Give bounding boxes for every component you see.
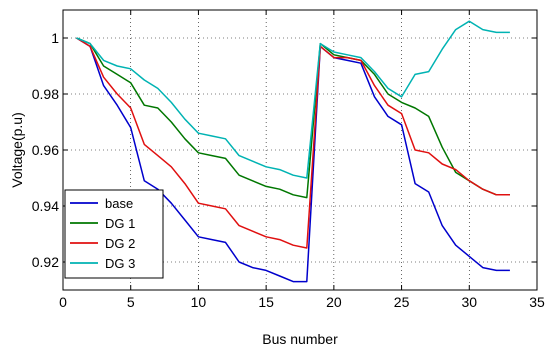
series-line-base xyxy=(76,37,510,283)
y-tick-label: 0.98 xyxy=(32,86,59,102)
y-tick-label: 0.94 xyxy=(32,198,59,214)
legend-label: base xyxy=(105,196,133,211)
legend-label: DG 3 xyxy=(105,256,135,271)
x-tick-label: 10 xyxy=(191,294,207,310)
x-tick-label: 0 xyxy=(59,294,67,310)
y-axis-title: Voltage(p.u) xyxy=(9,112,25,188)
legend-label: DG 1 xyxy=(105,216,135,231)
series-line-dg-1 xyxy=(76,37,510,199)
series-line-dg-2 xyxy=(76,37,510,249)
x-tick-label: 5 xyxy=(127,294,135,310)
x-axis-ticks: 0 5 10 15 20 25 30 35 xyxy=(59,10,545,310)
y-axis-ticks: 0.92 0.94 0.96 0.98 1 xyxy=(32,30,537,270)
x-tick-label: 30 xyxy=(461,294,477,310)
series-layer xyxy=(76,20,510,283)
legend-label: DG 2 xyxy=(105,236,135,251)
x-tick-label: 20 xyxy=(326,294,342,310)
x-tick-label: 35 xyxy=(529,294,545,310)
y-tick-label: 0.96 xyxy=(32,142,59,158)
x-tick-label: 25 xyxy=(394,294,410,310)
x-axis-title: Bus number xyxy=(262,331,338,347)
legend: base DG 1 DG 2 DG 3 xyxy=(64,189,164,279)
y-tick-label: 0.92 xyxy=(32,254,59,270)
y-tick-label: 1 xyxy=(51,30,59,46)
x-tick-label: 15 xyxy=(258,294,274,310)
series-line-dg-3 xyxy=(76,20,510,179)
